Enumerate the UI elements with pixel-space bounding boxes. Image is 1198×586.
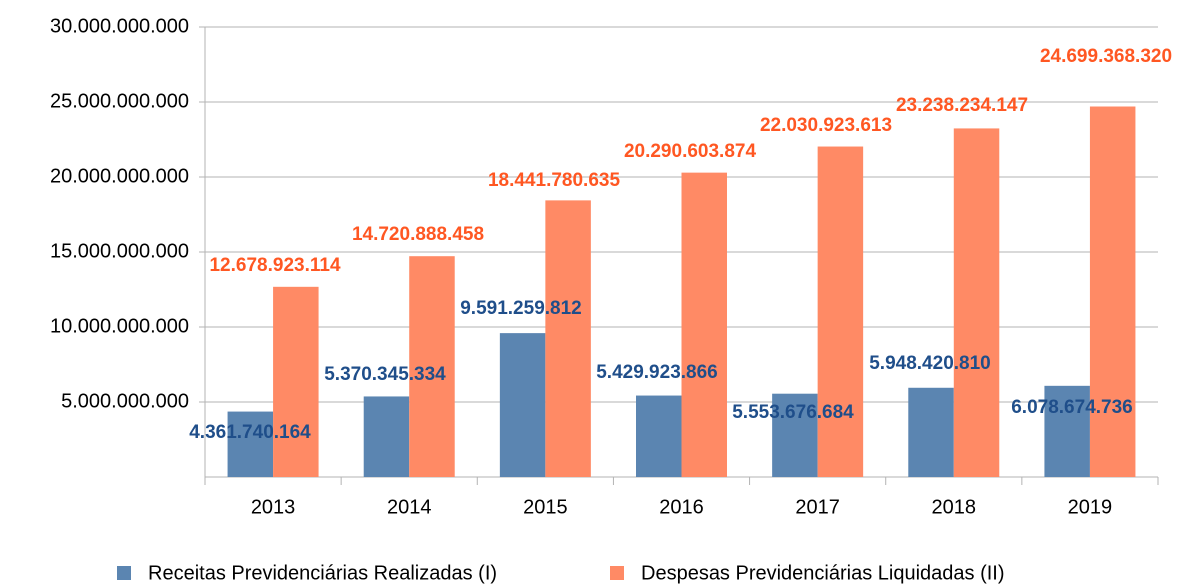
- y-tick-label: 20.000.000.000: [50, 165, 189, 187]
- x-tick-label: 2015: [523, 496, 568, 518]
- legend-label: Despesas Previdenciárias Liquidadas (II): [641, 562, 1005, 584]
- value-label: 5.429.923.866: [596, 362, 718, 383]
- bar: [681, 172, 727, 478]
- bar: [1044, 385, 1090, 477]
- bar: [953, 128, 1000, 477]
- bar: [545, 200, 591, 477]
- y-tick-label: 30.000.000.000: [50, 15, 189, 37]
- value-label: 4.361.740.164: [189, 422, 311, 443]
- bar: [499, 333, 546, 477]
- value-label: 9.591.259.812: [460, 298, 582, 319]
- bar: [772, 393, 818, 477]
- value-label: 12.678.923.114: [209, 255, 340, 276]
- legend-label: Receitas Previdenciárias Realizadas (I): [148, 562, 497, 584]
- value-label: 5.553.676.684: [732, 402, 854, 423]
- value-label: 5.948.420.810: [869, 353, 991, 374]
- bar: [1089, 106, 1136, 478]
- value-label: 22.030.923.613: [760, 115, 892, 136]
- bar: [409, 256, 455, 477]
- legend-swatch: [610, 566, 624, 580]
- bar: [227, 411, 274, 477]
- y-tick-label: 15.000.000.000: [50, 240, 189, 262]
- y-tick-label: 5.000.000.000: [61, 390, 189, 412]
- y-tick-label: 10.000.000.000: [50, 315, 189, 337]
- value-label: 14.720.888.458: [352, 224, 484, 245]
- x-tick-label: 2013: [251, 496, 296, 518]
- bar: [363, 396, 410, 477]
- value-label: 6.078.674.736: [1011, 397, 1133, 418]
- y-tick-label: 25.000.000.000: [50, 90, 189, 112]
- value-label: 5.370.345.334: [324, 364, 446, 385]
- bar: [273, 286, 319, 477]
- x-tick-label: 2019: [1068, 496, 1113, 518]
- legend-swatch: [117, 566, 131, 580]
- x-tick-label: 2017: [795, 496, 840, 518]
- value-label: 20.290.603.874: [624, 141, 757, 162]
- bar: [817, 146, 864, 478]
- x-tick-label: 2014: [387, 496, 432, 518]
- x-tick-label: 2016: [659, 496, 704, 518]
- value-label: 23.238.234.147: [896, 95, 1028, 116]
- x-tick-label: 2018: [932, 496, 977, 518]
- value-label: 18.441.780.635: [488, 170, 621, 191]
- value-label: 24.699.368.320: [1040, 46, 1172, 67]
- bar: [636, 395, 682, 477]
- bar: [908, 387, 954, 477]
